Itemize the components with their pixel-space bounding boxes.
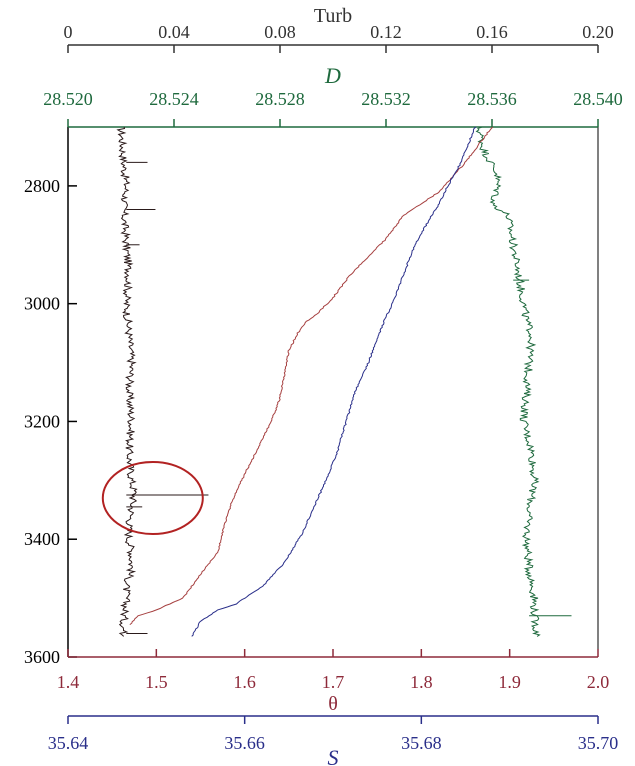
axes-layer [67,44,599,724]
series-salinity-line [191,126,477,637]
turb-tick-label: 0 [64,22,73,42]
depth-tick-label: 2800 [24,176,60,196]
turb-tick-label: 0.20 [582,22,614,42]
turb-axis-title: Turb [314,5,352,27]
theta-tick-label: 1.4 [57,672,80,692]
turb-tick-label: 0.04 [158,22,190,42]
theta-tick-label: 1.8 [410,672,433,692]
salinity-tick-label: 35.66 [224,733,265,753]
depth-tick-label: 3600 [24,647,60,667]
salinity-tick-label: 35.68 [401,733,442,753]
density-tick-label: 28.536 [467,89,517,109]
depth-tick-label: 3200 [24,411,60,431]
density-tick-label: 28.528 [255,89,305,109]
salinity-tick-label: 35.70 [578,733,619,753]
depth-tick-label: 3000 [24,294,60,314]
salinity-tick-label: 35.64 [48,733,89,753]
theta-tick-label: 2.0 [587,672,610,692]
theta-tick-label: 1.7 [322,672,345,692]
turb-tick-label: 0.12 [370,22,402,42]
density-tick-label: 28.532 [361,89,411,109]
series-turb-line [116,126,138,637]
theta-tick-label: 1.5 [145,672,168,692]
density-tick-label: 28.540 [573,89,623,109]
text-layer: 2800 3000 3200 3400 3600 0 0.04 0.08 0.12 0.16 0.2… [24,5,623,766]
turb-tick-label: 0.08 [264,22,296,42]
series-layer [116,126,572,637]
turb-tick-label: 0.16 [476,22,508,42]
theta-axis-title: θ [328,693,338,715]
theta-tick-label: 1.9 [498,672,521,692]
salinity-axis-title: S [328,745,339,766]
theta-tick-label: 1.6 [233,672,256,692]
density-tick-label: 28.524 [149,89,199,109]
series-density-line [475,126,541,637]
depth-tick-label: 3400 [24,529,60,549]
annotation-layer [101,461,204,535]
series-theta-line [129,126,494,625]
turb-anomaly-ellipse [101,461,204,535]
density-axis-title: D [324,63,341,88]
density-tick-label: 28.520 [43,89,93,109]
